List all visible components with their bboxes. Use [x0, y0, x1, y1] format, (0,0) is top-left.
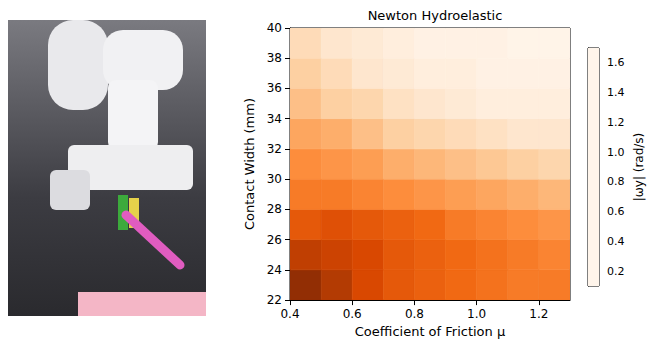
svg-text:0.4: 0.4 — [280, 307, 299, 321]
svg-text:40: 40 — [267, 21, 282, 35]
svg-text:22: 22 — [267, 293, 282, 307]
svg-text:36: 36 — [267, 81, 282, 95]
svg-text:Contact Width (mm): Contact Width (mm) — [242, 98, 257, 230]
svg-text:0.4: 0.4 — [607, 235, 625, 248]
svg-text:1.2: 1.2 — [529, 307, 548, 321]
svg-text:1.4: 1.4 — [607, 86, 625, 99]
svg-text:0.6: 0.6 — [343, 307, 362, 321]
svg-text:1.0: 1.0 — [467, 307, 486, 321]
svg-text:38: 38 — [267, 51, 282, 65]
svg-text:30: 30 — [267, 172, 282, 186]
svg-text:0.6: 0.6 — [607, 205, 625, 218]
svg-text:0.8: 0.8 — [607, 175, 625, 188]
svg-text:1.6: 1.6 — [607, 56, 625, 69]
svg-text:0.8: 0.8 — [405, 307, 424, 321]
svg-text:Newton Hydroelastic: Newton Hydroelastic — [368, 8, 503, 23]
svg-text:34: 34 — [267, 112, 282, 126]
svg-text:26: 26 — [267, 233, 282, 247]
svg-text:|ωy| (rad/s): |ωy| (rad/s) — [632, 133, 646, 202]
svg-text:Coefficient of Friction μ: Coefficient of Friction μ — [355, 324, 505, 339]
svg-text:1.0: 1.0 — [607, 146, 625, 159]
svg-text:1.2: 1.2 — [607, 116, 625, 129]
svg-text:32: 32 — [267, 142, 282, 156]
svg-text:24: 24 — [267, 263, 282, 277]
svg-text:28: 28 — [267, 202, 282, 216]
svg-text:0.2: 0.2 — [607, 265, 625, 278]
